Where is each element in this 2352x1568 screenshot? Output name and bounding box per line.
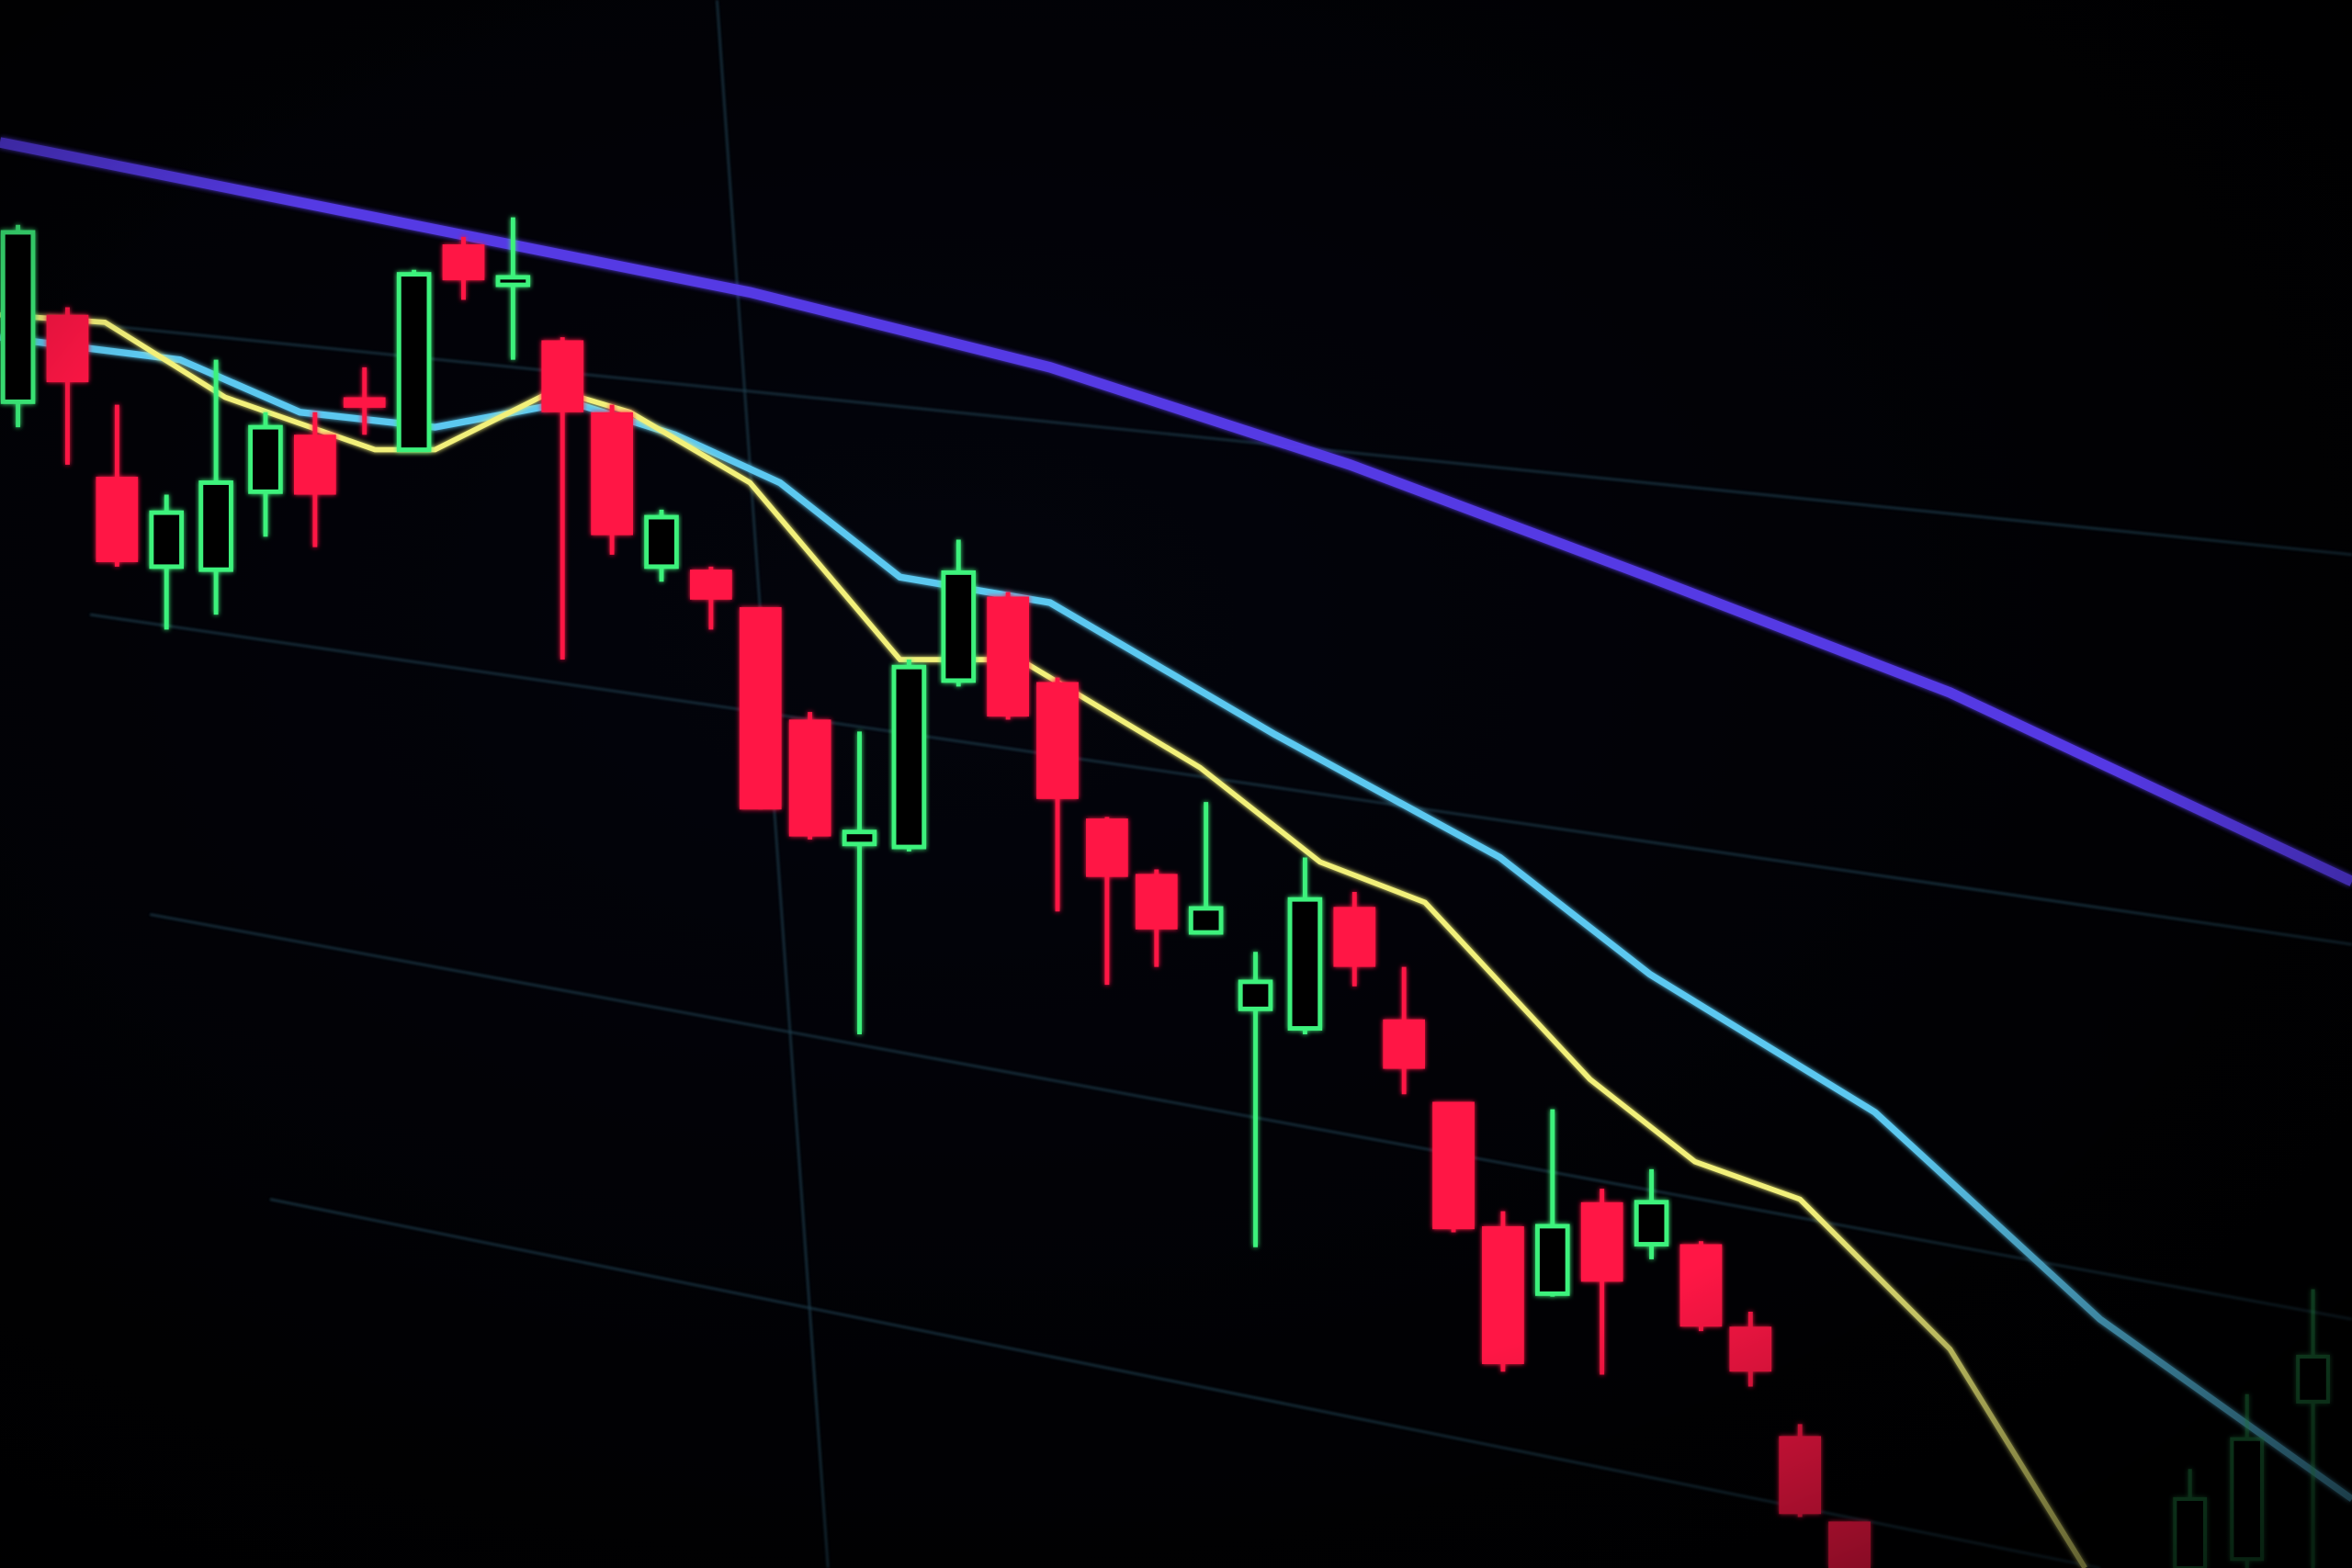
candlestick-chart xyxy=(0,0,2352,1568)
vignette xyxy=(0,0,2352,1568)
candlestick-chart-photo xyxy=(0,0,2352,1568)
